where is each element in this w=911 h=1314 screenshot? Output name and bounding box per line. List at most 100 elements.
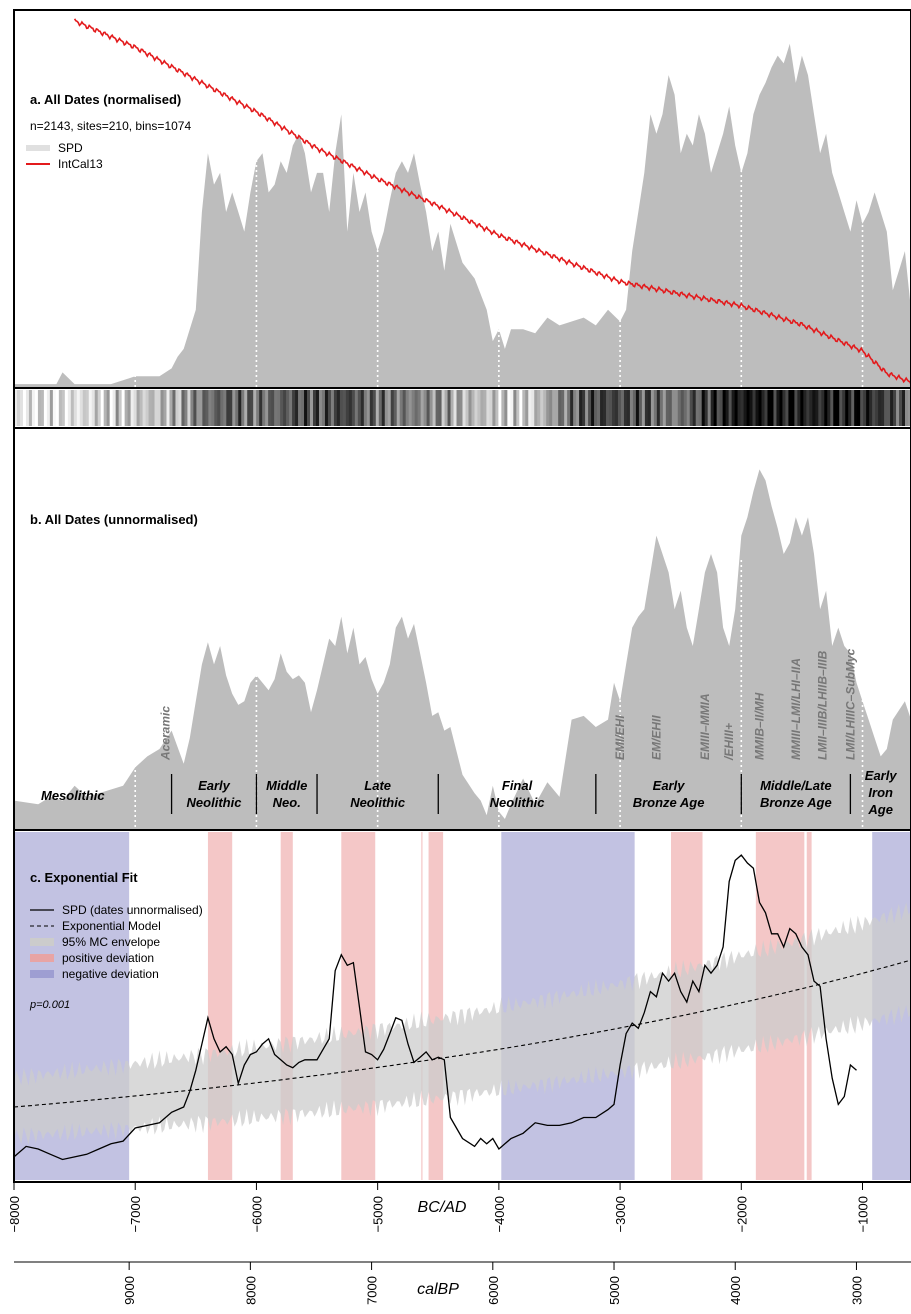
barcode-stripe [345,390,350,426]
bc-tick-label: −8000 [7,1196,22,1233]
bc-ad-axis: −8000 −7000 −6000 −5000 −4000 −3000 −2000 −1000 [7,1181,911,1233]
barcode-stripe [731,390,735,426]
panel-a-spd-area [14,43,911,389]
bp-tick-label: 8000 [243,1276,258,1305]
barcode-stripe [414,390,419,426]
barcode-stripe [354,390,359,426]
barcode-stripe [704,390,709,426]
bc-tick-label: −6000 [249,1196,264,1233]
barcode-stripe [791,390,795,426]
barcode-stripe [43,390,48,426]
barcode-stripe [145,390,149,426]
barcode-stripe [67,390,72,426]
barcode-stripe [58,390,63,426]
barcode-stripe [295,390,299,426]
barcode-stripe [845,390,849,426]
barcode-stripe [644,390,649,426]
barcode-stripe [196,390,200,426]
panel-c-spd-line [13,854,857,1161]
barcode-stripe [387,390,392,426]
barcode-stripe [265,390,269,426]
barcode-stripe [875,390,879,426]
barcode-stripe [459,390,463,426]
barcode-stripe [133,390,137,426]
barcode-stripe [588,390,592,426]
barcode-stripe [872,390,876,426]
period-label: Neo. [273,795,301,810]
barcode-stripe [519,390,523,426]
panel-a-subtitle: n=2143, sites=210, bins=1074 [30,119,191,133]
barcode-stripe [603,390,607,426]
barcode-stripe [905,390,909,426]
barcode-stripe [55,390,60,426]
barcode-stripe [139,390,143,426]
barcode-stripe [761,390,765,426]
barcode-stripe [378,390,383,426]
sub-phase-labels: Aceramic EMI/EHI EM/EHII EMIII–MMIA/EHIII+ M… [159,648,858,761]
barcode-stripe [241,390,245,426]
panel-c: c. Exponential Fit SPD (dates unnormalis… [13,829,911,1183]
barcode-stripe [620,390,625,426]
barcode-stripe [172,390,176,426]
barcode-stripe [336,390,341,426]
barcode-stripe [534,390,538,426]
bc-tick-label: −2000 [734,1196,749,1233]
period-label: Mesolithic [41,788,105,803]
barcode-stripe [292,390,296,426]
barcode-stripe [641,390,646,426]
barcode-stripe [812,390,816,426]
barcode-stripe [516,390,520,426]
barcode-stripe [558,390,562,426]
positive-deviation-band [280,832,293,1180]
barcode-stripe [88,390,93,426]
barcode-stripe [175,390,179,426]
barcode-stripe [552,390,556,426]
barcode-stripe [815,390,819,426]
barcode-stripe [408,390,413,426]
barcode-stripe [737,390,741,426]
barcode-stripe [97,390,102,426]
calbp-axis: 9000 8000 7000 6000 5000 4000 3000 [14,1261,911,1305]
barcode-stripe [151,390,155,426]
panel-c-title: c. Exponential Fit [30,870,138,885]
barcode-stripe [614,390,619,426]
barcode-stripe [76,390,81,426]
barcode-stripe [803,390,807,426]
barcode-stripe [327,390,332,426]
sub-phase-label: LMI/LHIIIC–SubMyc [843,648,857,760]
barcode-stripe [728,390,732,426]
barcode-stripe [722,390,727,426]
barcode-stripe [46,390,51,426]
barcode-stripe [396,390,401,426]
barcode-stripe [130,390,134,426]
barcode-stripe [866,390,870,426]
barcode-stripe [199,390,203,426]
intcal13-line [73,18,911,385]
barcode-stripe [220,390,224,426]
barcode-stripe [226,390,230,426]
barcode-stripe [794,390,798,426]
barcode-stripe [453,390,457,426]
barcode-stripe [600,390,604,426]
barcode-stripe [73,390,78,426]
barcode-stripe [498,390,502,426]
barcode-stripe [202,390,206,426]
period-label: Neolithic [187,795,243,810]
barcode-stripe [321,390,326,426]
barcode-stripe [324,390,329,426]
barcode-stripe [441,390,445,426]
barcode-stripe [423,390,428,426]
barcode-stripe [635,390,640,426]
sub-phase-label: EMI/EHI [613,715,627,760]
barcode-stripe [749,390,753,426]
panel-a-title: a. All Dates (normalised) [30,92,181,107]
period-label: Age [867,802,893,817]
barcode-stripe [34,390,39,426]
barcode-stripe [869,390,873,426]
barcode-stripe [755,390,759,426]
barcode-stripe [103,390,108,426]
exponential-model-line [13,959,911,1108]
barcode-stripe [190,390,194,426]
barcode-stripe [489,390,493,426]
